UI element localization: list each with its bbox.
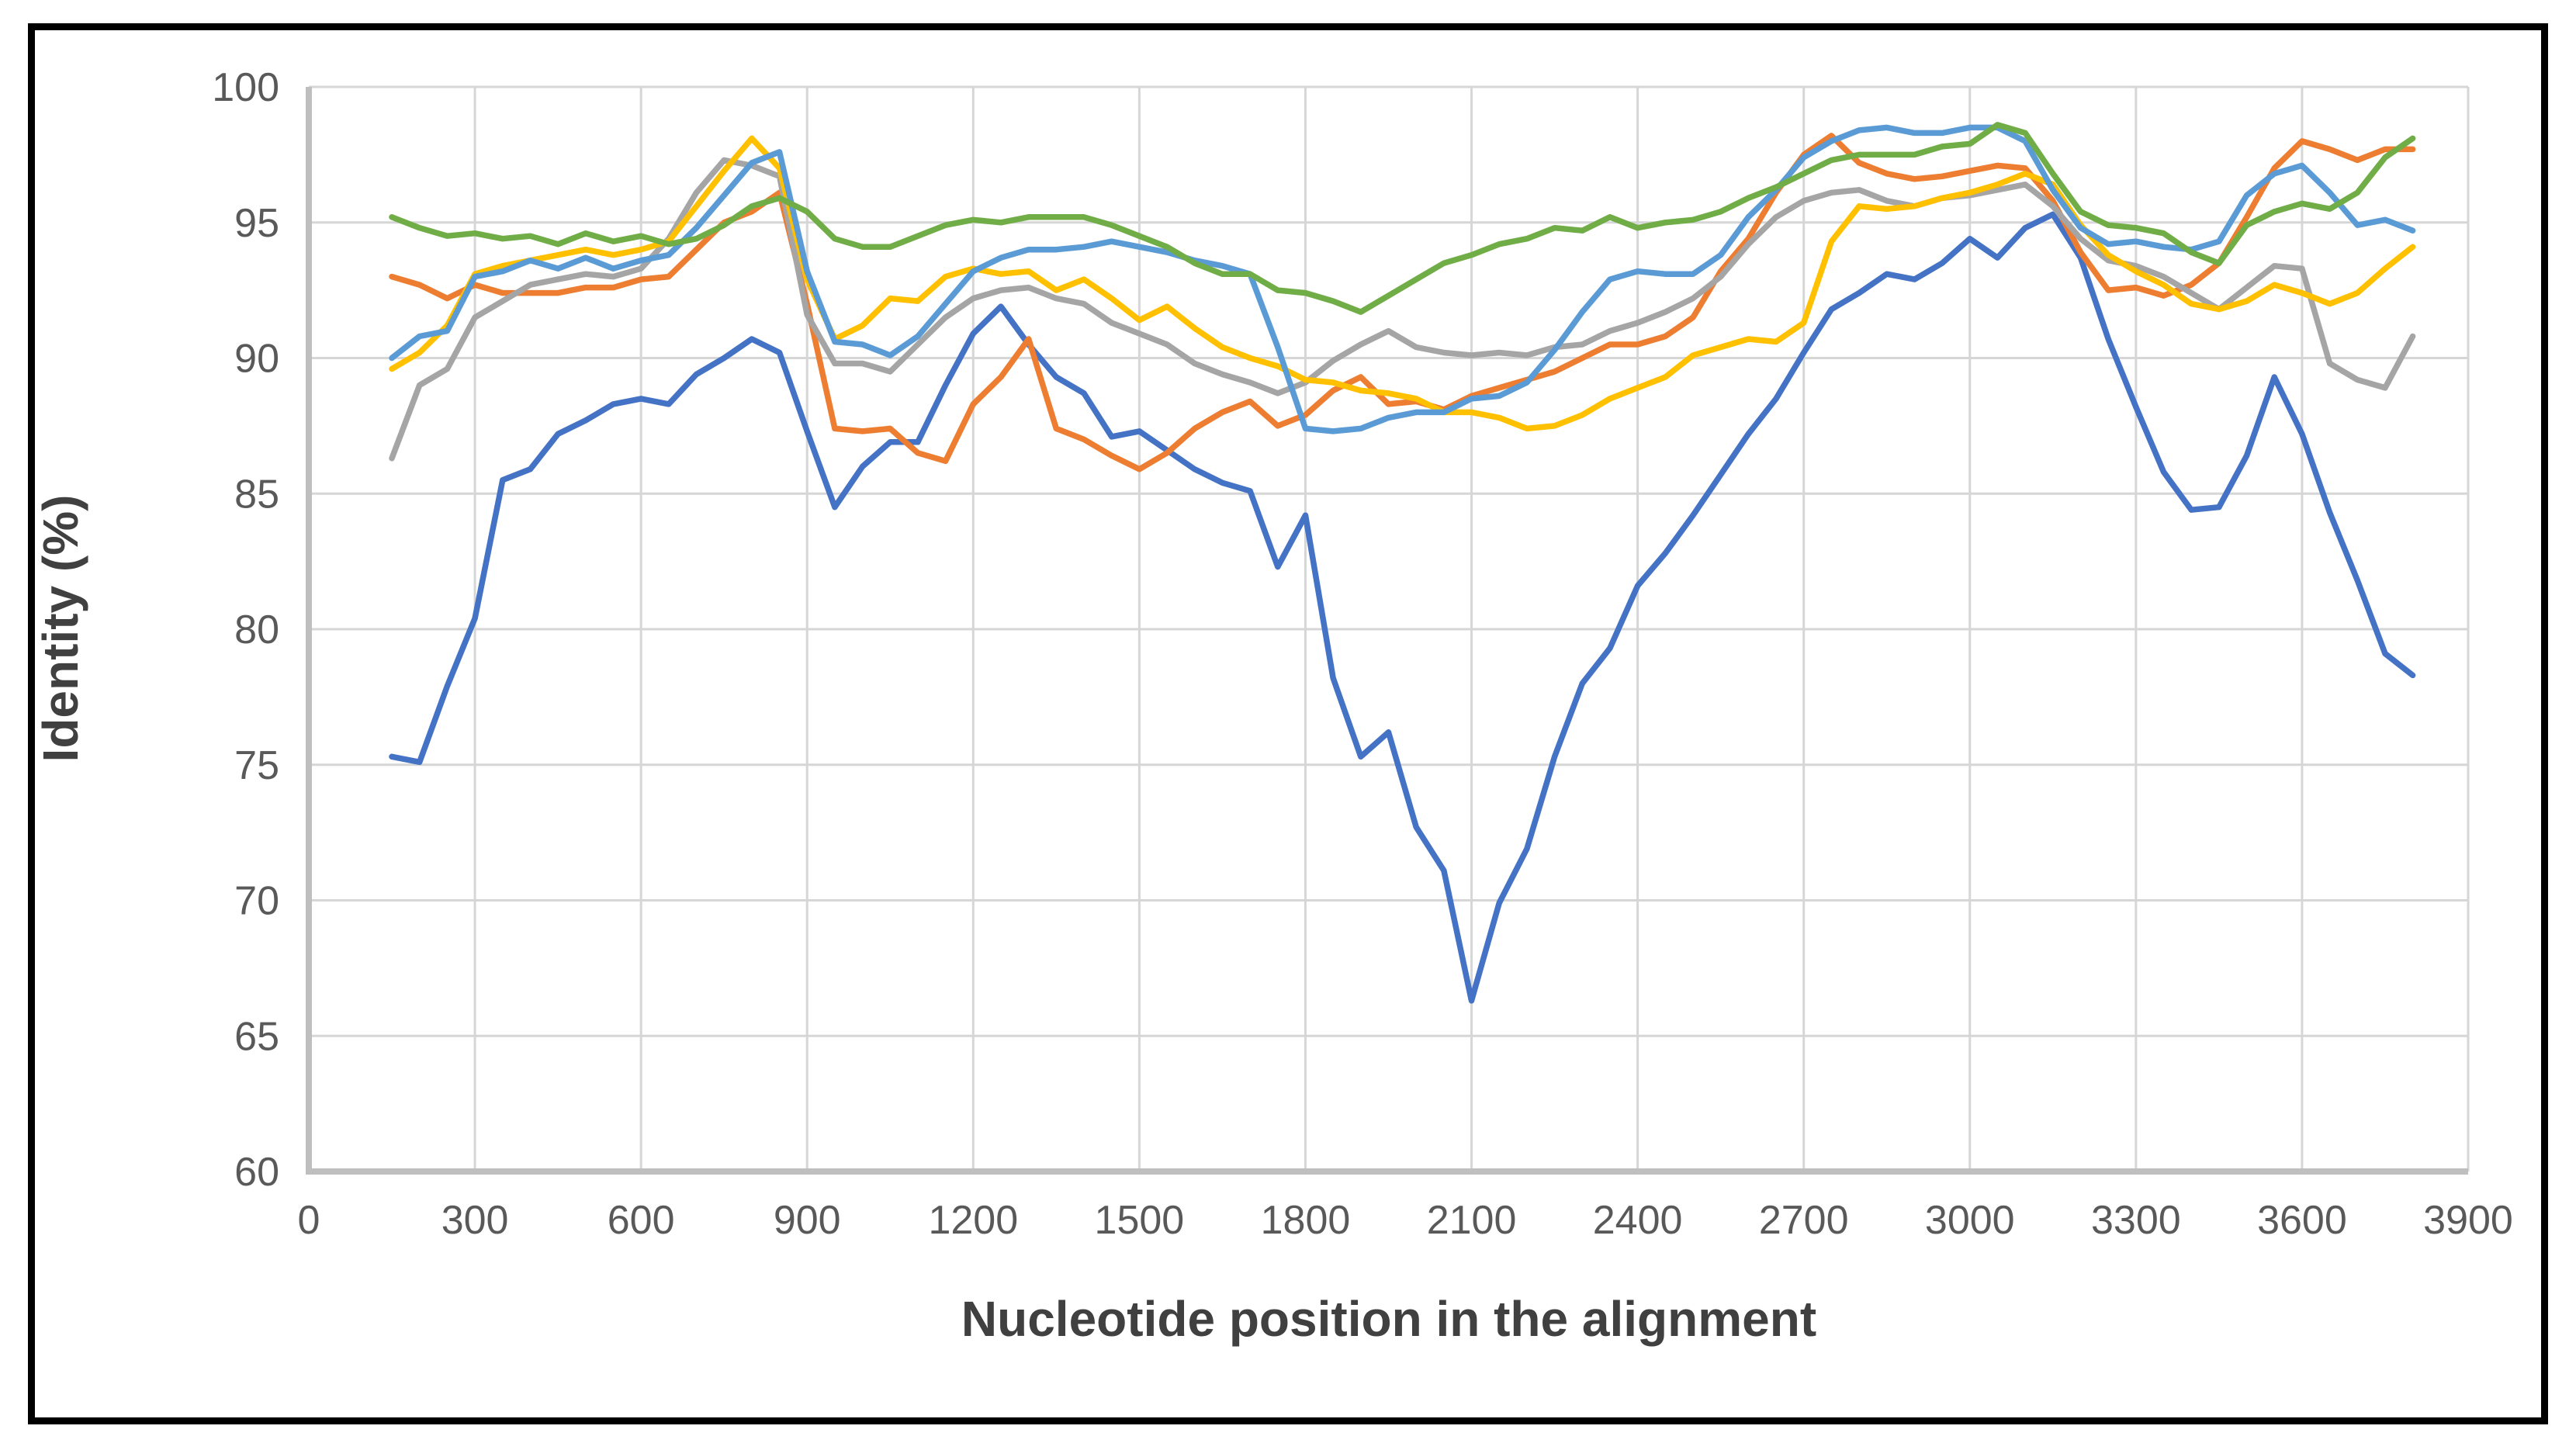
line-gold: [389, 135, 2416, 432]
y-tick-label: 70: [234, 879, 279, 924]
x-tick-label: 3600: [2257, 1198, 2347, 1243]
line-orange: [389, 133, 2416, 472]
figure-border: [28, 23, 2548, 1424]
x-tick-label: 900: [774, 1198, 841, 1243]
x-tick-label: 0: [298, 1198, 320, 1243]
y-tick-label: 95: [234, 201, 279, 246]
x-tick-label: 3000: [1925, 1198, 2015, 1243]
y-tick-label: 65: [234, 1014, 279, 1059]
x-tick-label: 3900: [2423, 1198, 2513, 1243]
axis-lines: [306, 87, 2468, 1175]
line-dark-blue: [389, 211, 2416, 1004]
y-tick-label: 90: [234, 337, 279, 382]
x-tick-label: 300: [441, 1198, 509, 1243]
x-tick-label: 1500: [1095, 1198, 1185, 1243]
x-tick-label: 1800: [1261, 1198, 1351, 1243]
y-tick-label: 100: [212, 65, 279, 110]
x-tick-label: 600: [608, 1198, 675, 1243]
x-tick-label: 2400: [1593, 1198, 1683, 1243]
y-axis-title: Identity (%): [33, 495, 88, 763]
y-tick-label: 60: [234, 1150, 279, 1195]
x-tick-label: 2100: [1427, 1198, 1517, 1243]
x-tick-label: 2700: [1759, 1198, 1849, 1243]
line-light-blue: [389, 124, 2416, 434]
tick-labels: 60 65 70 75 80 85 90 95 100 0 300 600 900 1200 1500 180…: [212, 65, 2513, 1243]
series-lines: [389, 122, 2416, 1004]
y-tick-label: 75: [234, 743, 279, 788]
y-tick-label: 85: [234, 472, 279, 517]
line-green: [389, 122, 2416, 315]
x-axis-title: Nucleotide position in the alignment: [961, 1291, 1816, 1347]
y-tick-label: 80: [234, 607, 279, 652]
x-tick-label: 1200: [928, 1198, 1018, 1243]
x-tick-label: 3300: [2091, 1198, 2181, 1243]
